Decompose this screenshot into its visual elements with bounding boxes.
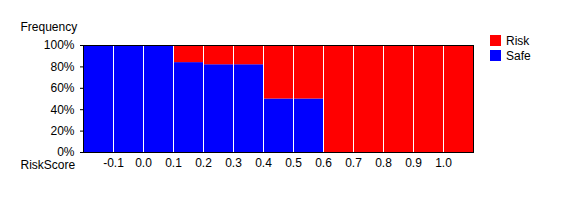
- svg-text:0.4: 0.4: [255, 156, 272, 170]
- svg-text:40%: 40%: [50, 103, 74, 117]
- svg-text:0.7: 0.7: [345, 156, 362, 170]
- svg-text:0.5: 0.5: [285, 156, 302, 170]
- svg-text:-0.1: -0.1: [103, 156, 124, 170]
- svg-text:0.2: 0.2: [195, 156, 212, 170]
- svg-text:1.0: 1.0: [435, 156, 452, 170]
- html-text:Risk: Risk: [506, 33, 530, 48]
- svg-text:0.6: 0.6: [315, 156, 332, 170]
- svg-text:0.8: 0.8: [375, 156, 392, 170]
- svg-text:0.1: 0.1: [165, 156, 182, 170]
- svg-text:60%: 60%: [50, 81, 74, 95]
- html-text:Safe: Safe: [506, 48, 531, 63]
- svg-text:0%: 0%: [57, 145, 75, 160]
- svg-text:0.9: 0.9: [405, 156, 422, 170]
- svg-text:100%: 100%: [44, 38, 75, 52]
- svg-text:80%: 80%: [50, 60, 74, 74]
- svg-text:0.3: 0.3: [225, 156, 242, 170]
- svg-text:0.0: 0.0: [135, 156, 152, 170]
- svg-text:RiskScore: RiskScore: [21, 158, 76, 172]
- svg-text:Frequency: Frequency: [21, 20, 78, 34]
- svg-text:20%: 20%: [50, 124, 74, 138]
